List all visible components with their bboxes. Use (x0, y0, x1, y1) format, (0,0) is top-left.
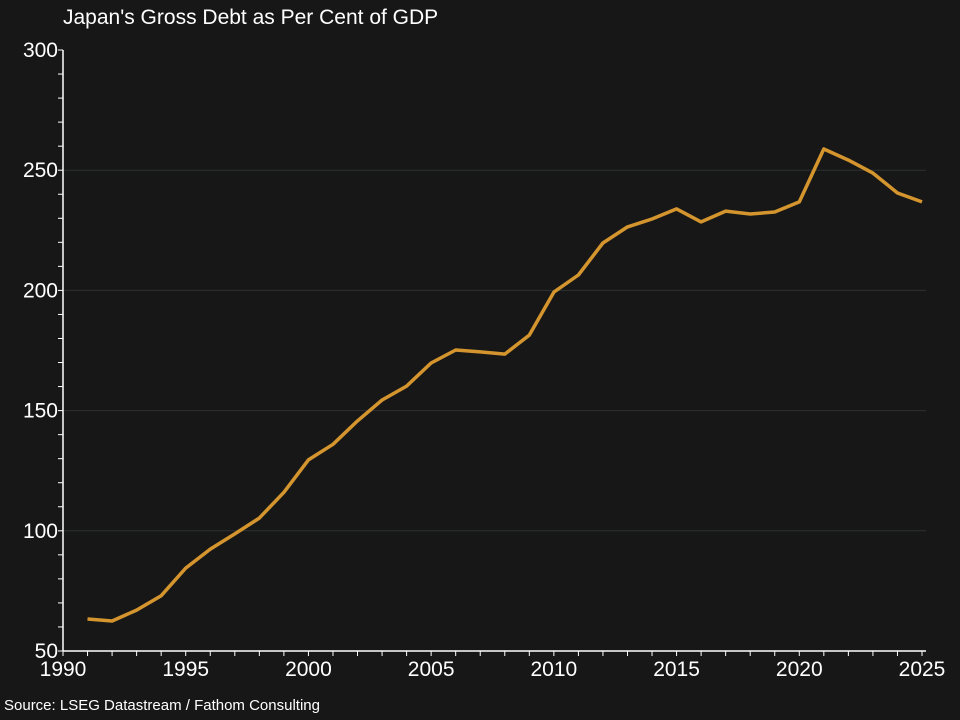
y-tick-label: 100 (23, 520, 58, 543)
y-tick-label: 300 (23, 39, 58, 62)
x-tick-label: 1995 (162, 658, 209, 681)
debt-series-line (87, 147, 923, 623)
y-tick-label: 150 (23, 400, 58, 423)
x-tick-label: 2010 (530, 658, 577, 681)
source-note: Source: LSEG Datastream / Fathom Consult… (4, 697, 320, 714)
y-tick-label: 200 (23, 279, 58, 302)
y-tick-label: 50 (35, 640, 58, 663)
x-tick-label: 2020 (776, 658, 823, 681)
x-tick-label: 2005 (408, 658, 455, 681)
y-tick-label: 250 (23, 159, 58, 182)
chart-title: Japan's Gross Debt as Per Cent of GDP (63, 6, 439, 29)
x-tick-label: 2025 (899, 658, 946, 681)
x-tick-label: 2000 (285, 658, 332, 681)
x-tick-label: 2015 (653, 658, 700, 681)
x-tick-label: 1990 (40, 658, 87, 681)
